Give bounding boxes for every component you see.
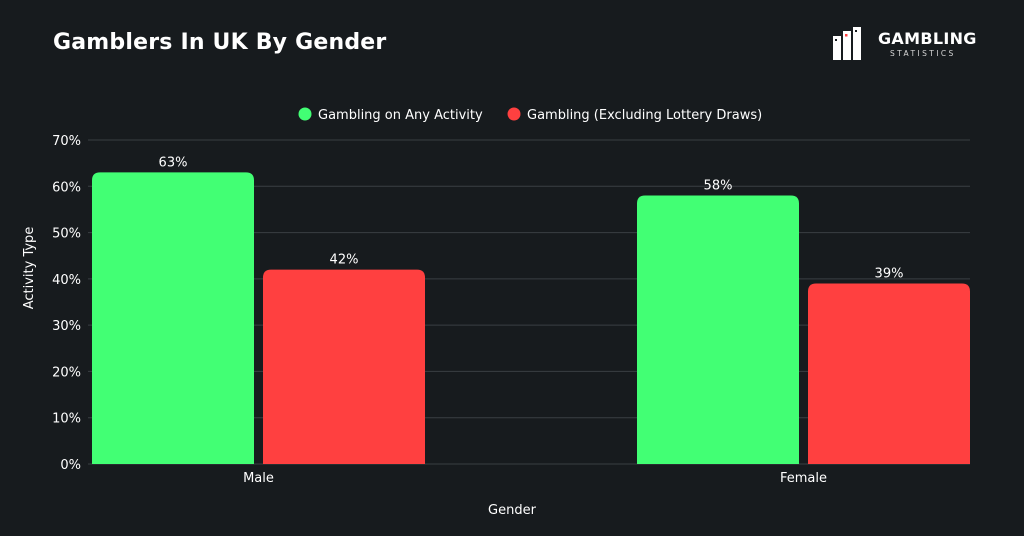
bars [92, 172, 970, 465]
y-tick-label: 10% [52, 412, 81, 427]
data-label: 39% [875, 266, 904, 281]
logo-tagline: STATISTICS [890, 49, 956, 58]
bar-male-series-1 [92, 172, 254, 464]
bar-female-series-2 [808, 283, 970, 464]
y-tick-label: 40% [52, 273, 81, 288]
legend-swatch [298, 107, 312, 121]
data-label: 42% [330, 253, 359, 268]
x-axis-ticks: Male Female [243, 471, 827, 486]
y-tick-label: 20% [52, 365, 81, 380]
data-label: 63% [159, 155, 188, 170]
data-label: 58% [704, 179, 733, 194]
y-tick-label: 60% [52, 180, 81, 195]
x-tick-label: Male [243, 471, 274, 486]
legend-swatch [507, 107, 521, 121]
gambling-statistics-logo: GAMBLING STATISTICS [832, 26, 982, 66]
y-tick-label: 0% [60, 458, 81, 473]
x-tick-label: Female [780, 471, 827, 486]
chart-title: Gamblers In UK By Gender [53, 30, 387, 55]
cards-logo-icon [833, 27, 861, 60]
bar-male-series-2 [263, 269, 425, 464]
legend: Gambling on Any Activity Gambling (Exclud… [298, 107, 762, 123]
x-axis-title: Gender [488, 503, 537, 518]
y-tick-label: 30% [52, 319, 81, 334]
y-tick-label: 70% [52, 134, 81, 149]
logo-name: GAMBLING [878, 29, 977, 48]
legend-label[interactable]: Gambling (Excluding Lottery Draws) [527, 108, 762, 123]
y-tick-label: 50% [52, 227, 81, 242]
data-labels: 63% 42% 58% 39% [159, 155, 904, 281]
legend-label[interactable]: Gambling on Any Activity [318, 108, 483, 123]
y-axis-title: Activity Type [22, 227, 37, 310]
y-axis-ticks: 0% 10% 20% 30% 40% 50% 60% 70% [52, 134, 81, 473]
bar-female-series-1 [637, 195, 799, 465]
